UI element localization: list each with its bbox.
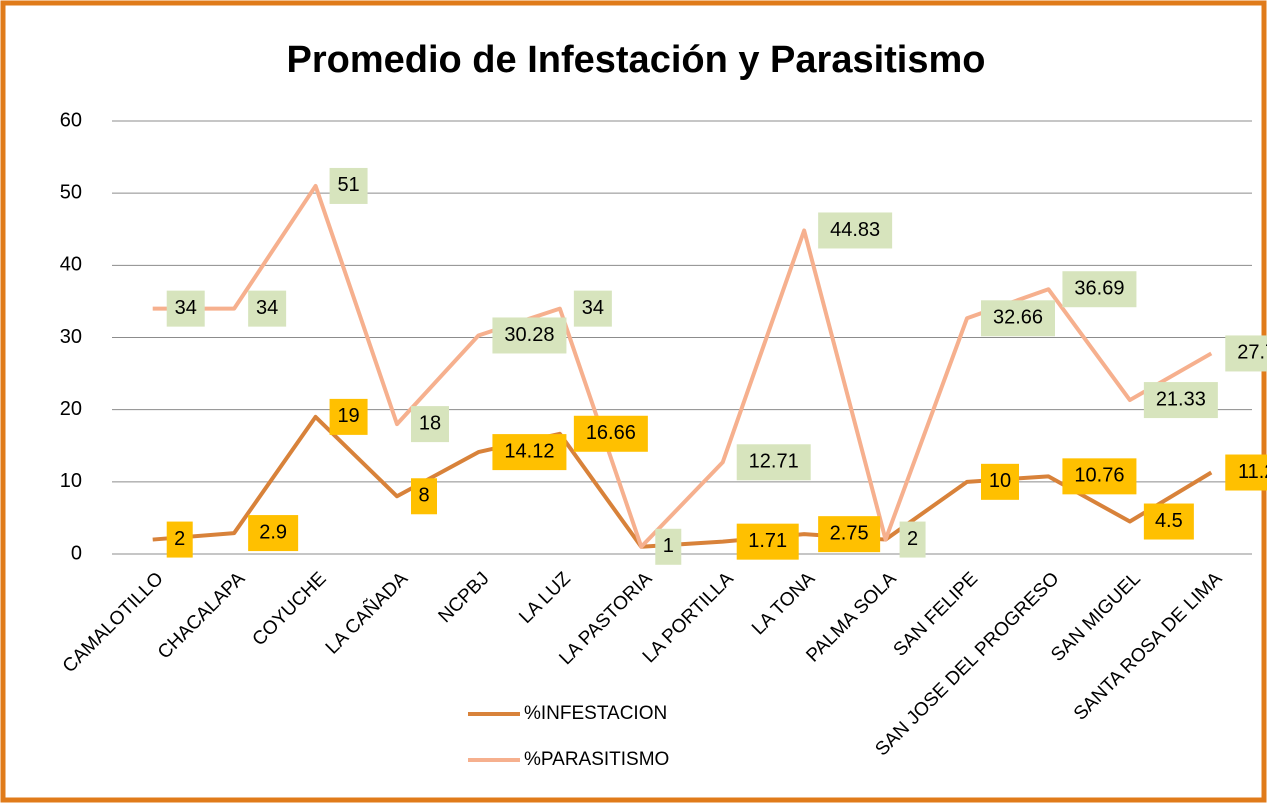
chart: Promedio de Infestación y Parasitismo 0 1… <box>0 0 1267 803</box>
data-label: 1.71 <box>748 530 787 552</box>
data-label: 16.66 <box>586 422 636 444</box>
data-label: 32.66 <box>993 307 1043 329</box>
data-label: 2.75 <box>830 522 869 544</box>
data-label: 12.71 <box>749 451 799 473</box>
page: {"chart_data": {"type": "line", "title":… <box>0 0 1267 808</box>
chart-title: Promedio de Infestación y Parasitismo <box>287 39 986 81</box>
y-tick-label: 20 <box>60 398 82 420</box>
y-tick-label: 50 <box>60 181 82 203</box>
frame <box>3 3 1264 800</box>
data-label: 34 <box>582 297 604 319</box>
data-label: 34 <box>175 297 197 319</box>
data-label: 36.69 <box>1074 278 1124 300</box>
data-label: 18 <box>419 412 441 434</box>
data-label: 10.76 <box>1074 465 1124 487</box>
data-label: 30.28 <box>504 324 554 346</box>
data-label: 2 <box>174 528 185 550</box>
data-label: 11.29 <box>1238 461 1267 483</box>
data-label: 1 <box>663 535 674 557</box>
data-label: 19 <box>337 405 359 427</box>
data-label: 4.5 <box>1155 510 1183 532</box>
data-label: 27.79 <box>1237 342 1267 364</box>
data-label: 8 <box>418 485 429 507</box>
data-label: 21.33 <box>1156 388 1206 410</box>
y-tick-label: 0 <box>71 542 82 564</box>
data-label: 2 <box>907 528 918 550</box>
y-tick-label: 40 <box>60 254 82 276</box>
y-tick-label: 30 <box>60 326 82 348</box>
data-label: 14.12 <box>504 440 554 462</box>
data-label: 2.9 <box>259 521 287 543</box>
data-label: 51 <box>337 174 359 196</box>
legend-label: %PARASITISMO <box>524 749 669 770</box>
legend-label: %INFESTACION <box>524 703 667 724</box>
y-tick-label: 10 <box>60 470 82 492</box>
data-label: 10 <box>989 470 1011 492</box>
y-tick-label: 60 <box>60 109 82 131</box>
data-label: 44.83 <box>830 219 880 241</box>
data-label: 34 <box>256 297 278 319</box>
